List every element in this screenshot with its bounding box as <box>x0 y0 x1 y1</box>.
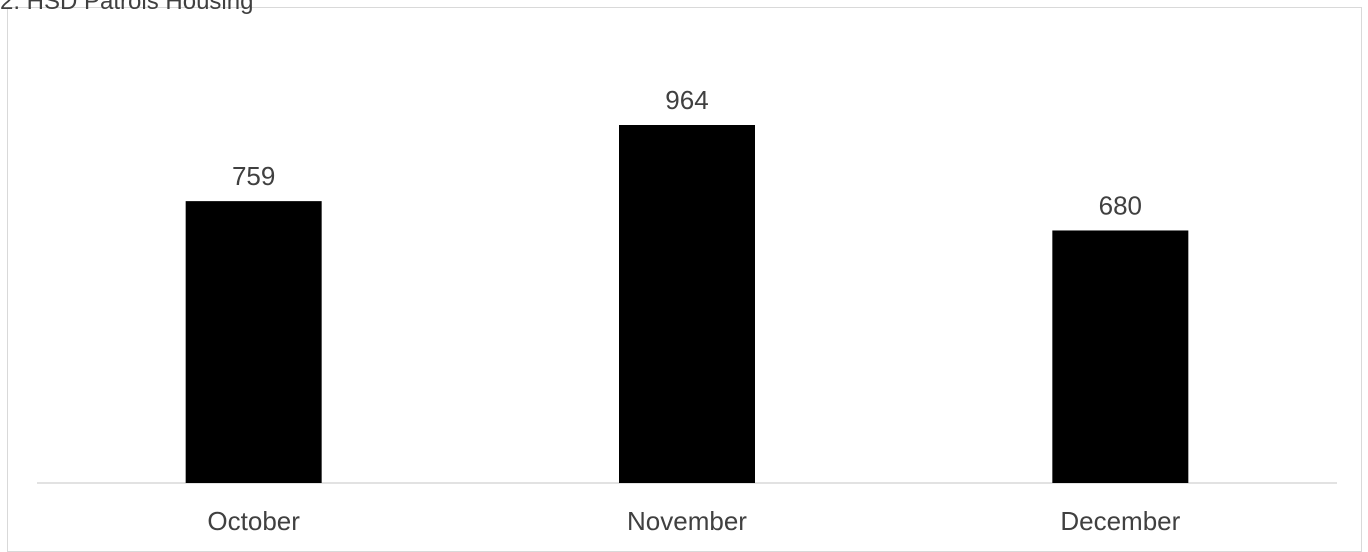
bar-october <box>185 201 322 483</box>
bars-group <box>185 125 1189 483</box>
category-label-december: December <box>1060 506 1180 536</box>
data-label-december: 680 <box>1099 190 1142 220</box>
category-label-november: November <box>627 506 747 536</box>
category-labels-group: October November December <box>207 506 1180 536</box>
bar-november <box>619 125 755 483</box>
data-label-october: 759 <box>232 161 275 191</box>
bar-december <box>1052 230 1189 483</box>
data-labels-group: 759 964 680 <box>232 85 1142 220</box>
category-label-october: October <box>207 506 300 536</box>
data-label-november: 964 <box>665 85 708 115</box>
chart-title: 2. HSD Patrols Housing <box>0 0 254 15</box>
